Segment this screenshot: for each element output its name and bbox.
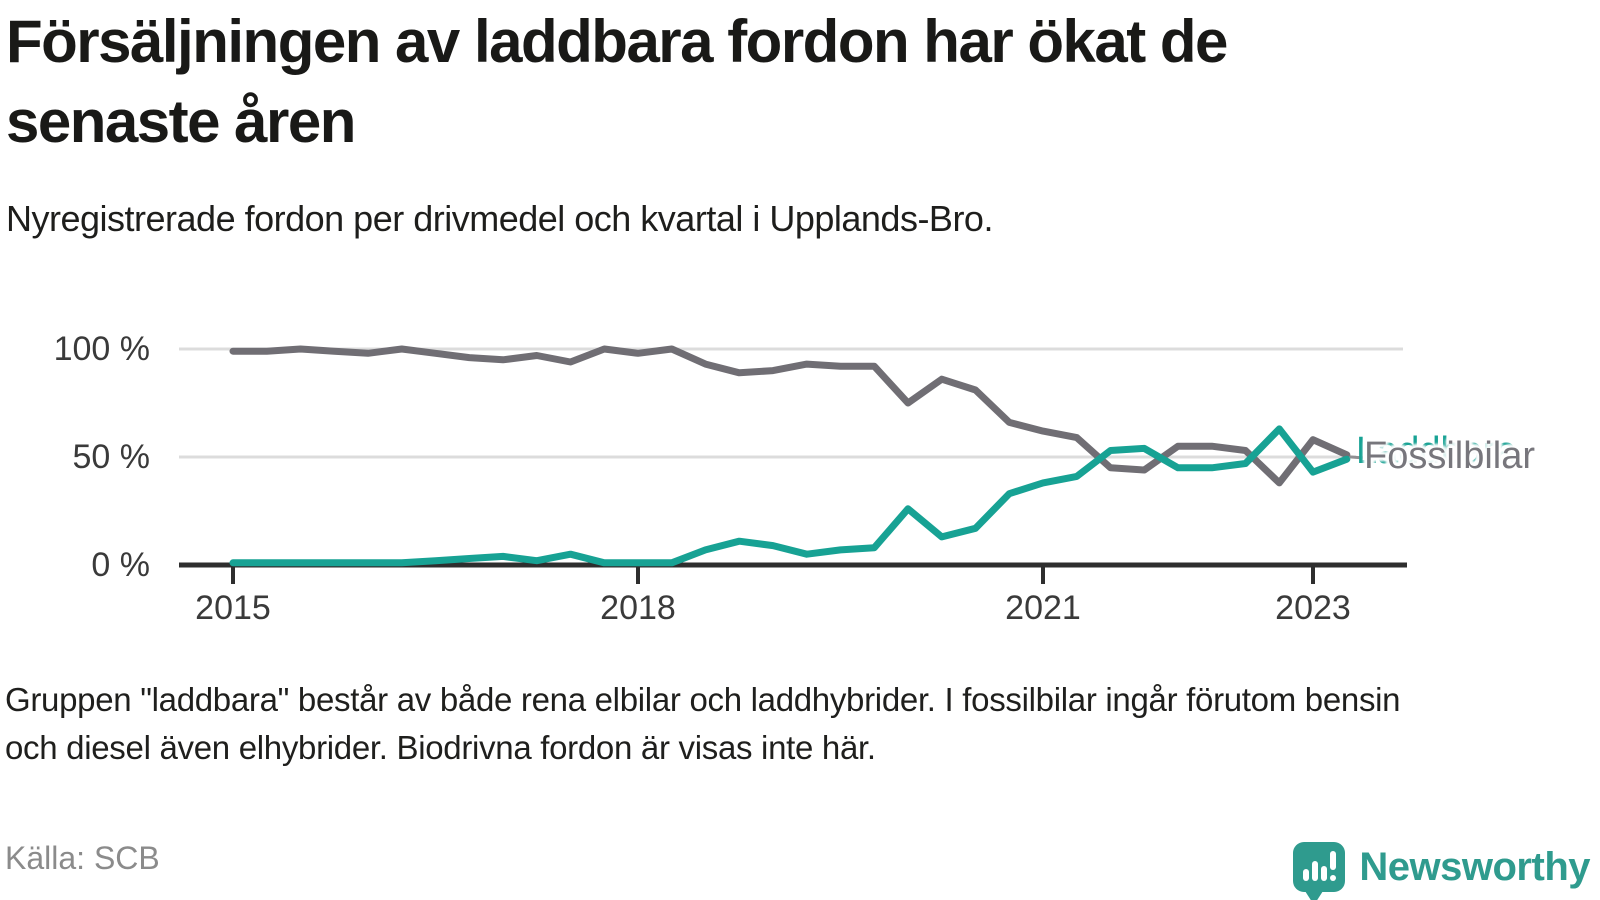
end-label-leader-line (1349, 455, 1363, 460)
logo-bubble-tail (1305, 891, 1324, 900)
newsworthy-brand: Newsworthy (1293, 842, 1590, 900)
y-axis-label-0: 0 % (91, 546, 150, 584)
y-axis-label-50: 50 % (72, 438, 151, 476)
series-line-fossilbilar (229, 345, 1351, 487)
chart-footnote-line2: och diesel även elhybrider. Biodrivna fo… (5, 729, 876, 766)
fossilbilar-end-label: Fossilbilar (1364, 435, 1536, 477)
newsworthy-speech-bubble-chart-icon (1293, 842, 1346, 900)
logo-bar-tall (1312, 861, 1319, 881)
x-axis-label-2021: 2021 (1005, 589, 1081, 627)
y-axis-label-100: 100 % (53, 330, 150, 368)
logo-exclamation-bar (1330, 851, 1337, 870)
chart-subtitle: Nyregistrerade fordon per drivmedel och … (6, 198, 993, 239)
logo-exclamation-dot (1330, 875, 1337, 881)
laddbara-end-label: Laddbara (1356, 430, 1517, 472)
chart-footnote-line1: Gruppen "laddbara" består av både rena e… (5, 681, 1401, 718)
page-title: Försäljningen av laddbara fordon har öka… (6, 2, 1228, 162)
source-credit: Källa: SCB (5, 840, 160, 876)
x-axis-label-2018: 2018 (600, 589, 676, 627)
newsworthy-wordmark: Newsworthy (1359, 845, 1590, 889)
chart-footnote: Gruppen "laddbara" består av både rena e… (5, 676, 1401, 772)
logo-bar-small (1303, 869, 1310, 881)
x-axis-label-2023: 2023 (1275, 589, 1351, 627)
logo-bar-medium (1321, 866, 1328, 881)
page-title-line1: Försäljningen av laddbara fordon har öka… (6, 8, 1228, 75)
page-title-line2: senaste åren (6, 88, 356, 155)
series-line-laddbara (229, 425, 1351, 567)
x-axis-label-2015: 2015 (195, 589, 271, 627)
